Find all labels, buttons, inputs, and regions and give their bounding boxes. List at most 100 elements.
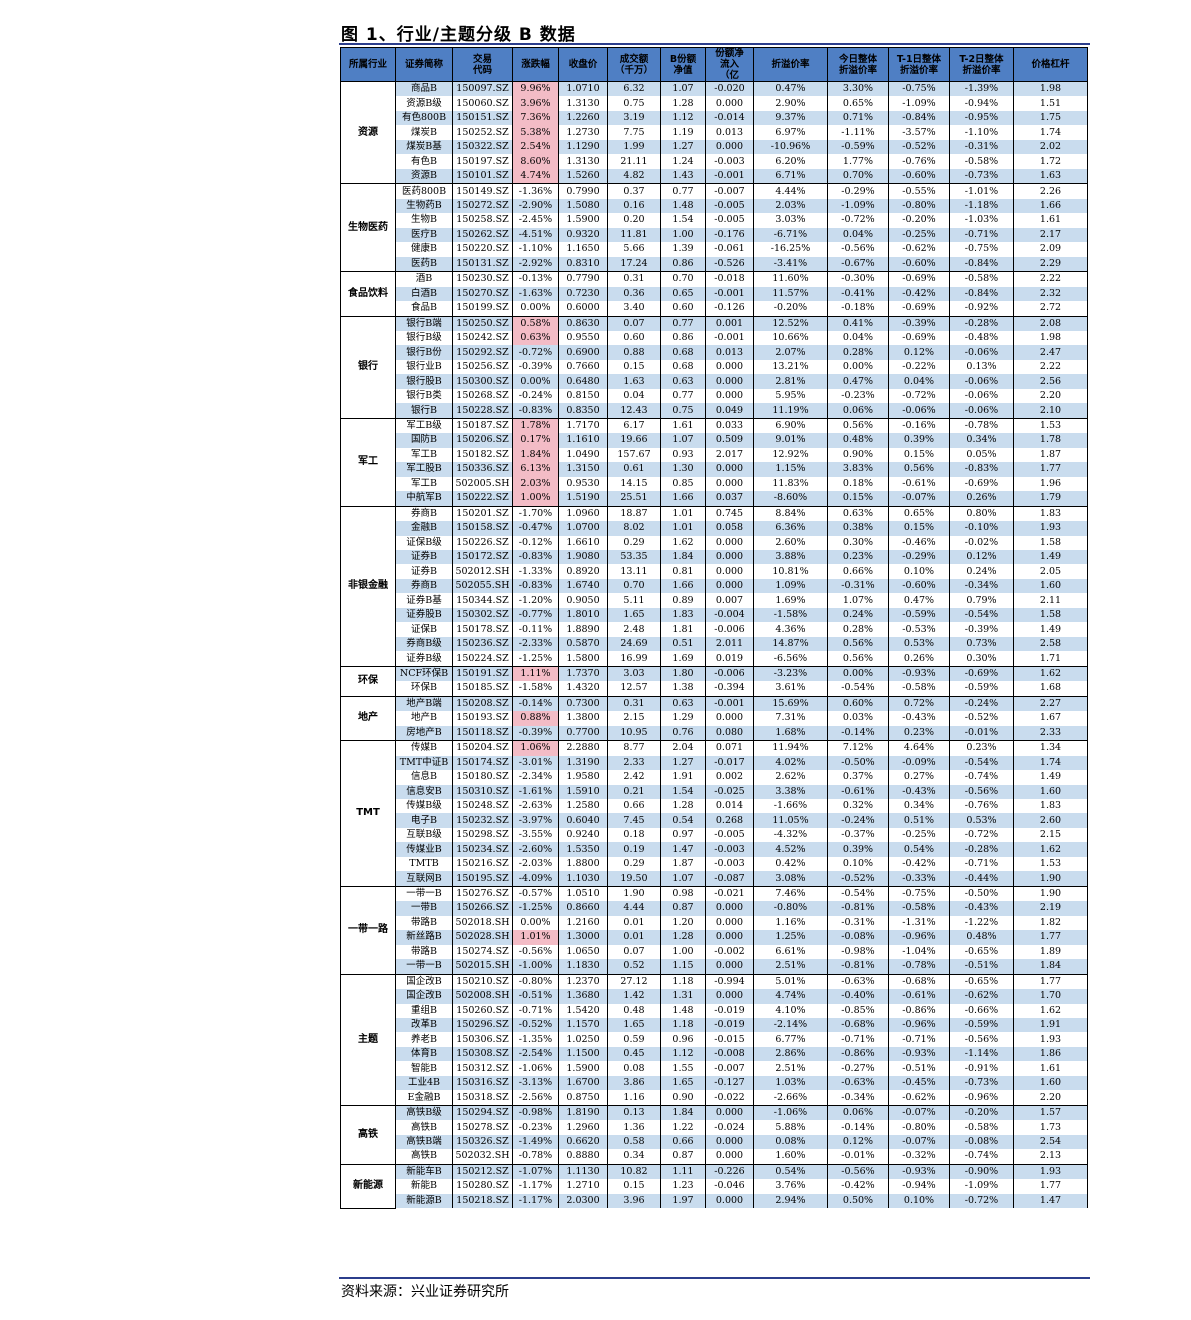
- cell-name: 新能B: [395, 1179, 453, 1194]
- cell-overall-today: -0.30%: [827, 271, 889, 287]
- cell-overall-t1: 0.12%: [888, 345, 950, 360]
- cell-premium: 6.61%: [753, 944, 828, 960]
- cell-volume: 2.42: [607, 770, 661, 785]
- cell-net-inflow: -0.005: [705, 198, 754, 214]
- table-row: 有色B 150197.SZ 8.60% 1.3130 21.11 1.24 -0.003 6.…: [341, 154, 1088, 169]
- cell-leverage: 1.87: [1013, 447, 1088, 463]
- cell-premium: 0.08%: [753, 1134, 828, 1150]
- cell-volume: 12.43: [607, 403, 661, 419]
- cell-change: -1.17%: [512, 1179, 559, 1194]
- cell-nav: 1.54: [660, 213, 706, 228]
- cell-code: 150276.SZ: [452, 885, 513, 902]
- cell-net-inflow: -0.008: [705, 1046, 754, 1062]
- table-row: 证券B 150172.SZ -0.83% 1.9080 53.35 1.84 0.000 3.…: [341, 550, 1088, 565]
- cell-leverage: 1.84: [1013, 959, 1088, 975]
- cell-name: E金融B: [395, 1090, 453, 1106]
- table-row: 主题 国企改B 150210.SZ -0.80% 1.2370 27.12 1.18 -0.9…: [340, 973, 1088, 1106]
- cell-close: 1.1130: [558, 1163, 608, 1180]
- cell-close: 1.9080: [558, 550, 608, 565]
- cell-change: 0.00%: [512, 915, 559, 931]
- cell-close: 1.1500: [558, 1046, 608, 1062]
- cell-code: 502018.SH: [452, 915, 513, 931]
- cell-change: -1.20%: [512, 593, 559, 608]
- cell-overall-t2: -0.84%: [949, 256, 1014, 272]
- cell-change: -4.09%: [512, 871, 559, 887]
- cell-name: 银行业B: [395, 359, 453, 375]
- cell-premium: -2.14%: [753, 1018, 828, 1033]
- cell-volume: 3.86: [607, 1075, 661, 1091]
- cell-overall-t2: -0.28%: [949, 842, 1014, 857]
- cell-code: 150151.SZ: [452, 110, 513, 126]
- cell-overall-t2: -0.58%: [949, 1120, 1014, 1135]
- cell-net-inflow: 0.013: [705, 125, 754, 140]
- cell-code: 150172.SZ: [452, 550, 513, 565]
- cell-leverage: 1.58: [1013, 607, 1088, 623]
- cell-leverage: 1.98: [1013, 330, 1088, 346]
- cell-premium: -0.80%: [753, 901, 828, 916]
- cell-overall-today: -0.41%: [827, 286, 889, 302]
- cell-code: 150158.SZ: [452, 521, 513, 536]
- cell-premium: 1.68%: [753, 725, 828, 741]
- cell-volume: 0.31: [607, 271, 661, 287]
- cell-name: 信息安B: [395, 784, 453, 799]
- cell-close: 1.3680: [558, 989, 608, 1004]
- cell-nav: 0.66: [660, 1134, 706, 1150]
- cell-volume: 0.45: [607, 1046, 661, 1062]
- cell-overall-t2: -0.34%: [949, 578, 1014, 594]
- cell-code: 502015.SH: [452, 959, 513, 975]
- cell-close: 0.6480: [558, 374, 608, 389]
- cell-net-inflow: -0.001: [705, 330, 754, 346]
- cell-premium: 1.69%: [753, 593, 828, 608]
- cell-net-inflow: -0.087: [705, 871, 754, 887]
- cell-leverage: 1.77: [1013, 1179, 1088, 1194]
- cell-premium: -1.06%: [753, 1104, 828, 1121]
- cell-nav: 0.77: [660, 315, 706, 331]
- cell-overall-t2: -0.73%: [949, 1075, 1014, 1091]
- cell-code: 150258.SZ: [452, 213, 513, 228]
- cell-net-inflow: 0.000: [705, 1193, 754, 1209]
- cell-close: 1.5910: [558, 784, 608, 799]
- cell-volume: 0.07: [607, 315, 661, 331]
- cell-overall-t1: -0.80%: [888, 198, 950, 214]
- cell-code: 150199.SZ: [452, 301, 513, 316]
- cell-leverage: 1.49: [1013, 550, 1088, 565]
- cell-leverage: 1.47: [1013, 1193, 1088, 1209]
- cell-overall-t2: -1.39%: [949, 81, 1014, 97]
- cell-code: 150278.SZ: [452, 1120, 513, 1135]
- cell-change: 4.74%: [512, 168, 559, 184]
- cell-volume: 12.57: [607, 681, 661, 697]
- table-row: 银行B类 150268.SZ -0.24% 0.8150 0.04 0.77 0.000 5.…: [341, 388, 1088, 404]
- cell-overall-t2: -0.54%: [949, 755, 1014, 771]
- cell-name: 一带B: [395, 901, 453, 916]
- cell-nav: 1.20: [660, 915, 706, 931]
- cell-volume: 14.15: [607, 476, 661, 492]
- cell-overall-t1: -0.25%: [888, 227, 950, 243]
- cell-nav: 1.11: [660, 1163, 706, 1180]
- cell-overall-today: -0.29%: [827, 183, 889, 199]
- table-row: 工业4B 150316.SZ -3.13% 1.6700 3.86 1.65 -0.127 1…: [341, 1075, 1088, 1091]
- cell-net-inflow: 0.000: [705, 989, 754, 1004]
- cell-change: -1.17%: [512, 1193, 559, 1209]
- cell-overall-t1: -1.04%: [888, 944, 950, 960]
- cell-net-inflow: 0.013: [705, 345, 754, 360]
- cell-overall-today: 0.60%: [827, 695, 889, 712]
- cell-net-inflow: 0.000: [705, 139, 754, 155]
- cell-leverage: 1.62: [1013, 665, 1088, 682]
- cell-premium: 3.38%: [753, 784, 828, 799]
- cell-name: 券商B: [395, 578, 453, 594]
- cell-code: 150310.SZ: [452, 784, 513, 799]
- cell-net-inflow: 0.014: [705, 798, 754, 814]
- cell-change: -1.25%: [512, 651, 559, 667]
- cell-overall-t1: -0.25%: [888, 827, 950, 843]
- cell-nav: 0.96: [660, 1032, 706, 1047]
- cell-premium: 12.52%: [753, 315, 828, 331]
- cell-name: 资源B级: [395, 96, 453, 111]
- cell-overall-t1: -0.69%: [888, 301, 950, 316]
- cell-net-inflow: -0.046: [705, 1179, 754, 1194]
- cell-code: 150097.SZ: [452, 81, 513, 97]
- cell-net-inflow: -0.015: [705, 1032, 754, 1047]
- cell-code: 150296.SZ: [452, 1018, 513, 1033]
- cell-nav: 1.29: [660, 711, 706, 726]
- cell-net-inflow: 0.071: [705, 740, 754, 756]
- cell-premium: 7.31%: [753, 711, 828, 726]
